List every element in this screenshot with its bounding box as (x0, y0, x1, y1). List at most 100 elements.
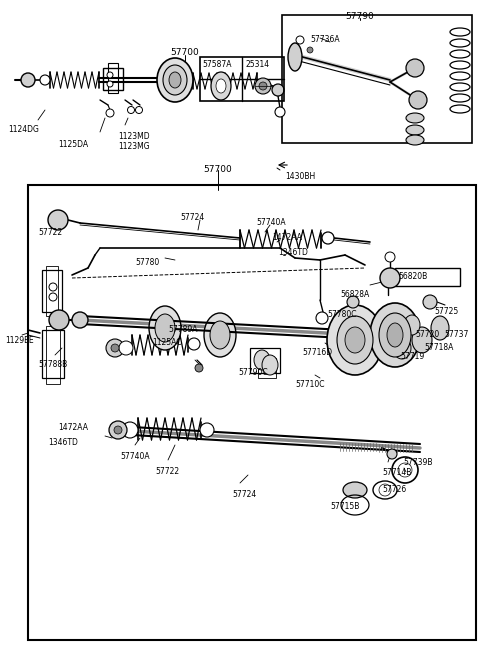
Bar (282, 15, 472, 143)
Text: 57722: 57722 (155, 467, 179, 476)
Text: 56820B: 56820B (398, 272, 427, 281)
Text: 57700: 57700 (204, 165, 232, 174)
Circle shape (128, 107, 134, 113)
Ellipse shape (343, 482, 367, 498)
Text: 57780: 57780 (135, 258, 159, 267)
Text: 25314: 25314 (245, 60, 269, 69)
Circle shape (200, 423, 214, 437)
Circle shape (347, 296, 359, 308)
Bar (42, 330, 64, 378)
Ellipse shape (393, 337, 411, 359)
Text: 57788B: 57788B (38, 360, 67, 369)
Circle shape (385, 252, 395, 262)
Text: 57790C: 57790C (238, 368, 268, 377)
Circle shape (423, 295, 437, 309)
Bar (42, 270, 62, 312)
Circle shape (195, 364, 203, 372)
Text: 57780C: 57780C (327, 310, 357, 319)
Text: 57715B: 57715B (330, 502, 360, 511)
Text: 57587A: 57587A (202, 60, 231, 69)
Bar (395, 268, 460, 286)
Ellipse shape (345, 327, 365, 353)
Ellipse shape (327, 305, 383, 375)
Bar (28, 185, 476, 640)
Text: 57720: 57720 (415, 330, 439, 339)
Bar (46, 326, 60, 384)
Circle shape (296, 36, 304, 44)
Circle shape (255, 78, 271, 94)
Ellipse shape (370, 303, 420, 367)
Circle shape (119, 341, 133, 355)
Text: 1346TD: 1346TD (48, 438, 78, 447)
Circle shape (135, 107, 143, 113)
Circle shape (379, 484, 391, 496)
Circle shape (72, 312, 88, 328)
Circle shape (21, 73, 35, 87)
Ellipse shape (210, 321, 230, 349)
Text: 57736A: 57736A (310, 35, 340, 44)
Circle shape (188, 338, 200, 350)
Circle shape (380, 268, 400, 288)
Bar (46, 266, 58, 316)
Ellipse shape (163, 65, 187, 95)
Ellipse shape (412, 327, 432, 353)
Circle shape (49, 283, 57, 291)
Ellipse shape (262, 355, 278, 375)
Text: 1129EE: 1129EE (5, 336, 34, 345)
Text: 1124DG: 1124DG (8, 125, 39, 134)
Text: 57722: 57722 (38, 228, 62, 237)
Text: 57739B: 57739B (403, 458, 432, 467)
Text: 57718A: 57718A (424, 343, 454, 352)
Ellipse shape (404, 315, 420, 335)
Circle shape (322, 232, 334, 244)
Text: 57790: 57790 (346, 12, 374, 21)
Circle shape (111, 344, 119, 352)
Ellipse shape (406, 113, 424, 123)
Circle shape (122, 422, 138, 438)
Text: 57716D: 57716D (302, 348, 332, 357)
Circle shape (107, 72, 113, 78)
Ellipse shape (406, 125, 424, 135)
Text: 1125DA: 1125DA (58, 140, 88, 149)
Text: 57724: 57724 (232, 490, 256, 499)
Circle shape (106, 339, 124, 357)
Ellipse shape (409, 91, 427, 109)
Text: 57719: 57719 (400, 352, 424, 361)
Text: 1472AA: 1472AA (58, 423, 88, 432)
Bar (108, 63, 118, 93)
Ellipse shape (406, 135, 424, 145)
Circle shape (275, 107, 285, 117)
Circle shape (109, 421, 127, 439)
Text: 57714B: 57714B (382, 468, 411, 477)
Circle shape (40, 75, 50, 85)
Ellipse shape (204, 313, 236, 357)
Circle shape (49, 310, 69, 330)
Ellipse shape (288, 43, 302, 71)
Circle shape (49, 293, 57, 301)
Text: 57789A: 57789A (168, 325, 197, 334)
Circle shape (387, 449, 397, 459)
Ellipse shape (211, 72, 231, 100)
Text: 57740A: 57740A (256, 218, 286, 227)
Ellipse shape (169, 72, 181, 88)
Text: 57726: 57726 (382, 485, 406, 494)
Circle shape (106, 109, 114, 117)
Ellipse shape (216, 79, 226, 93)
Bar (258, 358, 276, 378)
Text: 57740A: 57740A (120, 452, 150, 461)
Text: 57725: 57725 (434, 307, 458, 316)
Text: 1123MD: 1123MD (118, 132, 150, 141)
Text: 1123MG: 1123MG (118, 142, 150, 151)
Text: 57700: 57700 (170, 48, 199, 57)
Bar (200, 57, 284, 101)
Ellipse shape (337, 316, 373, 364)
Text: 57724: 57724 (180, 213, 204, 222)
Text: 1430BH: 1430BH (285, 172, 315, 181)
Text: 57737: 57737 (444, 330, 468, 339)
Bar (250, 348, 280, 373)
Ellipse shape (149, 306, 181, 350)
Circle shape (272, 84, 284, 96)
Text: 57710C: 57710C (295, 380, 324, 389)
Ellipse shape (406, 59, 424, 77)
Text: 56828A: 56828A (340, 290, 369, 299)
